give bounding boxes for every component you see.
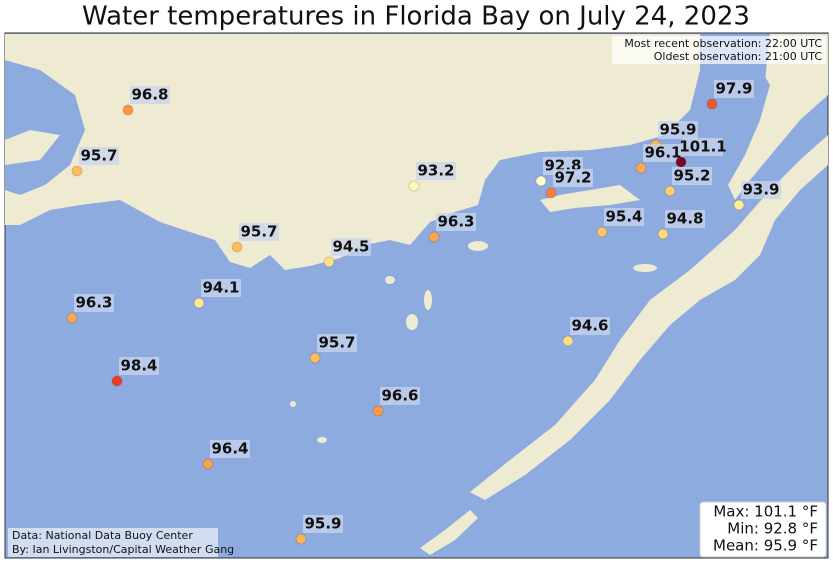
label-bg (436, 213, 476, 231)
islet (406, 314, 418, 330)
station-label: 95.7 (240, 223, 277, 241)
label-bg (416, 162, 456, 180)
islet (633, 264, 657, 272)
islet (468, 241, 488, 251)
source-line: By: Ian Livingston/Capital Weather Gang (12, 543, 234, 556)
islet (290, 401, 296, 407)
station-label: 95.7 (80, 147, 117, 165)
stat-line: Mean: 95.9 °F (713, 537, 818, 555)
station-label: 95.4 (605, 208, 642, 226)
note-box (612, 36, 826, 64)
stat-line: Min: 92.8 °F (727, 520, 818, 538)
station-dot (309, 352, 321, 364)
station-dot (122, 104, 134, 116)
label-bg (303, 515, 343, 533)
station-label: 94.6 (571, 317, 608, 335)
station-label: 98.4 (120, 357, 157, 375)
stat-line: Max: 101.1 °F (713, 503, 818, 521)
station-label: 96.4 (211, 440, 248, 458)
island (728, 34, 828, 200)
station-label: 97.9 (715, 80, 752, 98)
station-dot (111, 375, 123, 387)
label-bg (604, 208, 644, 226)
source-box: Data: National Data Buoy Center By: Ian … (8, 528, 234, 557)
cape (540, 185, 640, 212)
source-line: Data: National Data Buoy Center (12, 529, 193, 542)
station-dot (706, 98, 718, 110)
station-label: 95.9 (304, 515, 341, 533)
label-bg (239, 223, 279, 241)
station-dot (193, 297, 205, 309)
station-dot (408, 180, 420, 192)
label-bg (130, 86, 170, 104)
keys (470, 135, 828, 500)
label-bg (741, 181, 781, 199)
map-title: Water temperatures in Florida Bay on Jul… (82, 2, 750, 32)
station-label: 95.2 (673, 167, 710, 185)
station-dot (733, 199, 745, 211)
label-bg (331, 238, 371, 256)
mainland (5, 34, 700, 270)
station-dot (675, 156, 687, 168)
source-bg (8, 528, 218, 557)
label-bg (380, 387, 420, 405)
station-dot (66, 312, 78, 324)
label-bg (317, 334, 357, 352)
station-label: 94.1 (202, 279, 239, 297)
station-dot (71, 165, 83, 177)
station-label: 96.8 (131, 86, 168, 104)
observation-note: Most recent observation: 22:00 UTC Oldes… (612, 36, 826, 64)
keys-lower (420, 510, 478, 555)
station-dot (231, 241, 243, 253)
label-bg (570, 317, 610, 335)
station-label: 96.1 (644, 144, 681, 162)
station-label: 95.7 (318, 334, 355, 352)
label-bg (665, 210, 705, 228)
stats-bg (699, 501, 827, 558)
label-bg (74, 294, 114, 312)
label-bg (658, 121, 698, 139)
station-dot (657, 228, 669, 240)
station-dot (323, 256, 335, 268)
station-dot (535, 175, 547, 187)
station-dot (428, 231, 440, 243)
station-label: 93.2 (417, 162, 454, 180)
label-bg (201, 279, 241, 297)
islet (317, 437, 327, 443)
station-label: 96.3 (75, 294, 112, 312)
station-label: 96.3 (437, 213, 474, 231)
station-label: 96.6 (381, 387, 418, 405)
note-line: Oldest observation: 21:00 UTC (654, 50, 823, 63)
label-bg (210, 440, 250, 458)
station-dot (202, 458, 214, 470)
stats-box: Max: 101.1 °F Min: 92.8 °F Mean: 95.9 °F (699, 501, 827, 558)
label-bg (683, 138, 723, 156)
label-bg (79, 147, 119, 165)
station-label: 93.9 (742, 181, 779, 199)
station-dot (635, 162, 647, 174)
basemap (4, 32, 829, 559)
label-bg (714, 80, 754, 98)
station-dot (664, 185, 676, 197)
islet (385, 276, 395, 284)
station-label: 97.2 (554, 169, 591, 187)
islet (424, 290, 432, 310)
station-dot (372, 405, 384, 417)
label-bg (119, 357, 159, 375)
label-bg (643, 144, 683, 162)
point (5, 130, 60, 165)
station-label: 94.5 (332, 238, 369, 256)
label-bg (672, 167, 712, 185)
station-dot (562, 335, 574, 347)
station-dot (596, 226, 608, 238)
station-dot (545, 187, 557, 199)
station-label: 101.1 (679, 138, 726, 156)
label-bg (553, 169, 593, 187)
station-dot (295, 533, 307, 545)
note-line: Most recent observation: 22:00 UTC (624, 37, 822, 50)
station-label: 95.9 (659, 121, 696, 139)
stations: 96.895.793.2 92.897.295.996.1101.197.995.… (66, 80, 781, 545)
station-label: 94.8 (666, 210, 703, 228)
